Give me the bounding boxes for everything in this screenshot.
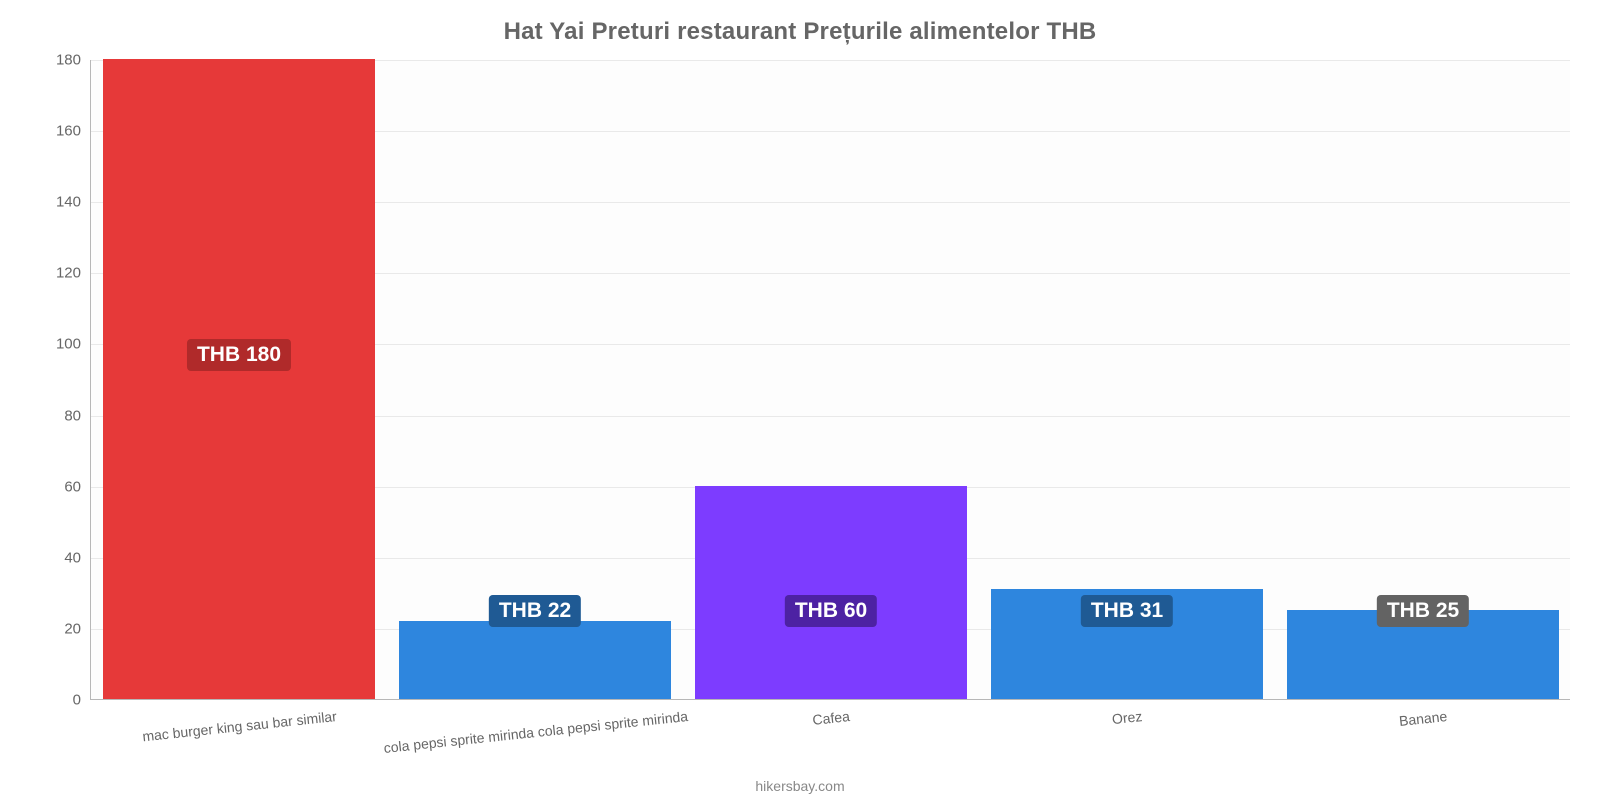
y-tick-label: 140 xyxy=(56,194,91,211)
plot-area: 020406080100120140160180THB 180mac burge… xyxy=(90,60,1570,700)
bar-value-label: THB 180 xyxy=(187,339,291,371)
bar-value-label: THB 25 xyxy=(1377,595,1469,627)
x-tick-label: cola pepsi sprite mirinda cola pepsi spr… xyxy=(383,708,689,756)
y-tick-label: 100 xyxy=(56,336,91,353)
y-tick-label: 180 xyxy=(56,52,91,69)
y-tick-label: 120 xyxy=(56,265,91,282)
chart-title: Hat Yai Preturi restaurant Prețurile ali… xyxy=(0,18,1600,46)
y-tick-label: 20 xyxy=(64,620,91,637)
bar-value-label: THB 60 xyxy=(785,595,877,627)
bar-value-label: THB 22 xyxy=(489,595,581,627)
y-tick-label: 60 xyxy=(64,478,91,495)
x-tick-label: mac burger king sau bar similar xyxy=(142,708,338,744)
x-tick-label: Banane xyxy=(1398,708,1448,729)
y-tick-label: 80 xyxy=(64,407,91,424)
x-tick-label: Cafea xyxy=(812,708,851,728)
x-tick-label: Orez xyxy=(1111,708,1143,727)
bar-value-label: THB 31 xyxy=(1081,595,1173,627)
chart-footer: hikersbay.com xyxy=(0,778,1600,794)
price-bar-chart: Hat Yai Preturi restaurant Prețurile ali… xyxy=(0,0,1600,800)
bar xyxy=(103,59,375,699)
bar xyxy=(399,621,671,699)
y-tick-label: 0 xyxy=(73,692,91,709)
y-tick-label: 40 xyxy=(64,549,91,566)
y-tick-label: 160 xyxy=(56,123,91,140)
bar xyxy=(695,486,967,699)
